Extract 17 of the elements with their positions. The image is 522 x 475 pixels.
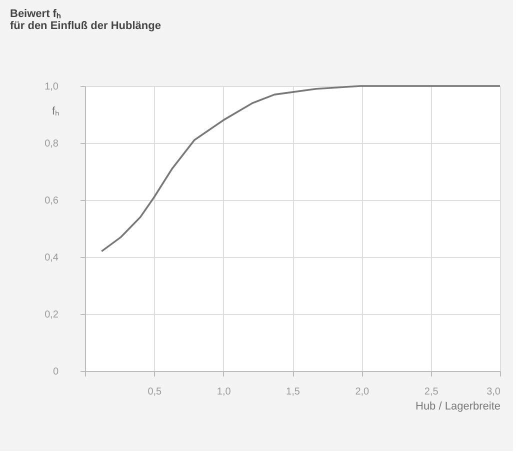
- x-tick-label: 0,5: [148, 386, 162, 398]
- chart-subtitle: für den Einfluß der Hublänge: [10, 20, 161, 32]
- y-axis-title: fₕ: [52, 106, 60, 118]
- y-tick-label: 1,0: [44, 82, 59, 92]
- x-tick-label: 2,0: [355, 386, 370, 398]
- y-tick-label: 0,2: [44, 310, 59, 320]
- y-tick-label: 0,8: [44, 138, 59, 150]
- y-tick-label: 0,6: [44, 196, 59, 206]
- y-tick-label: 0,4: [44, 252, 59, 264]
- x-tick-label: 1,5: [286, 386, 300, 398]
- x-tick-label: 2,5: [424, 386, 439, 398]
- chart-title: Beiwert fₕ: [10, 8, 62, 20]
- x-tick-label: 1,0: [216, 386, 232, 398]
- y-tick-label: 0: [52, 366, 59, 378]
- x-tick-label: 3,0: [486, 386, 501, 398]
- line-series: [100, 85, 501, 252]
- x-axis-title: Hub / Lagerbreite: [416, 400, 500, 412]
